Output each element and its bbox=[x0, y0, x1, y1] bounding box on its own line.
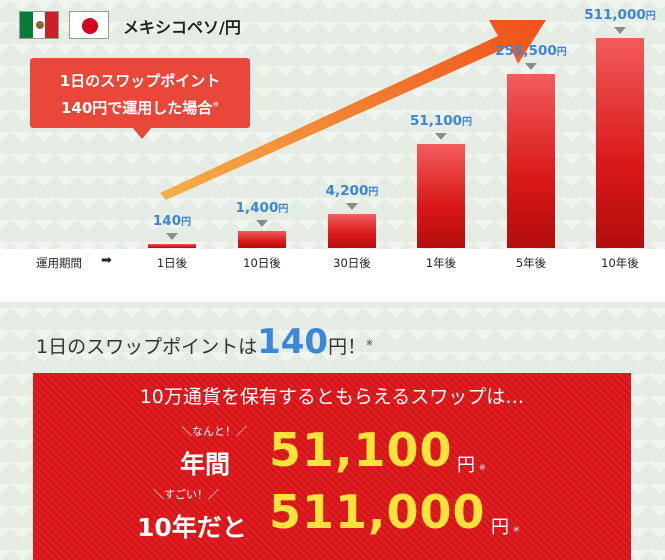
headline-value: 140 bbox=[257, 322, 329, 362]
axis-band: 運用期間 ➡ 1日後 10日後 30日後 1年後 5年後 10年後 bbox=[0, 249, 665, 276]
row2-tag: ＼すごい！／ bbox=[153, 488, 219, 501]
row1-unit: 円 bbox=[457, 455, 475, 476]
value-pointer-icon bbox=[166, 233, 178, 240]
bar-value-label: 4,200円 bbox=[325, 183, 379, 199]
row1-prefix: 年間 bbox=[180, 450, 231, 479]
row1-tag: ＼なんと！／ bbox=[181, 425, 247, 438]
bar-value-label: 51,100円 bbox=[409, 113, 473, 129]
row2-prefix: 10年だと bbox=[137, 513, 247, 542]
axis-tick-label: 1年後 bbox=[425, 256, 457, 270]
value-pointer-icon bbox=[614, 27, 626, 34]
japan-flag-icon bbox=[69, 11, 109, 39]
value-pointer-icon bbox=[435, 133, 447, 140]
value-pointer-icon bbox=[346, 203, 358, 210]
bar-4 bbox=[417, 144, 465, 248]
axis-tick-label: 10日後 bbox=[243, 256, 281, 270]
callout-note: ※ bbox=[212, 100, 219, 109]
axis-tick-label: 10年後 bbox=[601, 256, 639, 270]
bar-3 bbox=[328, 214, 376, 248]
row2-amount: 511,000 bbox=[269, 485, 486, 539]
divider bbox=[0, 276, 665, 302]
axis-tick-label: 5年後 bbox=[515, 256, 547, 270]
bar-2 bbox=[238, 231, 286, 248]
axis-title: 運用期間 bbox=[36, 256, 82, 270]
bar-value-label: 140円 bbox=[152, 213, 192, 229]
value-pointer-icon bbox=[256, 220, 268, 227]
value-pointer-icon bbox=[525, 63, 537, 70]
axis-tick-label: 1日後 bbox=[156, 256, 188, 270]
axis-tick-label: 30日後 bbox=[333, 256, 371, 270]
headline-note: ※ bbox=[366, 338, 373, 348]
result-box-title: 10万通貨を保有するともらえるスワップは… bbox=[139, 386, 525, 408]
row1-amount: 51,100 bbox=[269, 423, 453, 477]
swap-callout: 1日のスワップポイント 140円で運用した場合※ bbox=[30, 58, 250, 139]
callout-line-1: 1日のスワップポイント bbox=[59, 72, 221, 90]
bar-value-label: 511,000円 bbox=[584, 7, 656, 23]
row2-unit: 円 bbox=[491, 517, 509, 538]
headline-suffix: 円！ bbox=[328, 336, 367, 358]
bar-5 bbox=[507, 74, 555, 248]
callout-line-2: 140円で運用した場合 bbox=[60, 99, 213, 117]
row1-note: ※ bbox=[479, 463, 486, 472]
mexico-flag-icon bbox=[19, 11, 59, 39]
growth-arrow-icon bbox=[160, 20, 546, 200]
result-box: 10万通貨を保有するともらえるスワップは… ＼なんと！／ 年間 51,100 円… bbox=[33, 373, 631, 560]
headline-prefix: 1日のスワップポイントは bbox=[36, 336, 258, 358]
bar-6 bbox=[596, 38, 644, 248]
bar-value-label: 1,400円 bbox=[235, 200, 289, 216]
currency-pair-title: メキシコペソ/円 bbox=[123, 18, 241, 37]
swap-headline: 1日のスワップポイントは140円！※ bbox=[36, 322, 373, 362]
bar-1 bbox=[148, 244, 196, 248]
bar-value-label: 255,500円 bbox=[495, 43, 567, 59]
arrow-right-icon: ➡ bbox=[101, 253, 112, 268]
row2-note: ※ bbox=[513, 525, 520, 534]
